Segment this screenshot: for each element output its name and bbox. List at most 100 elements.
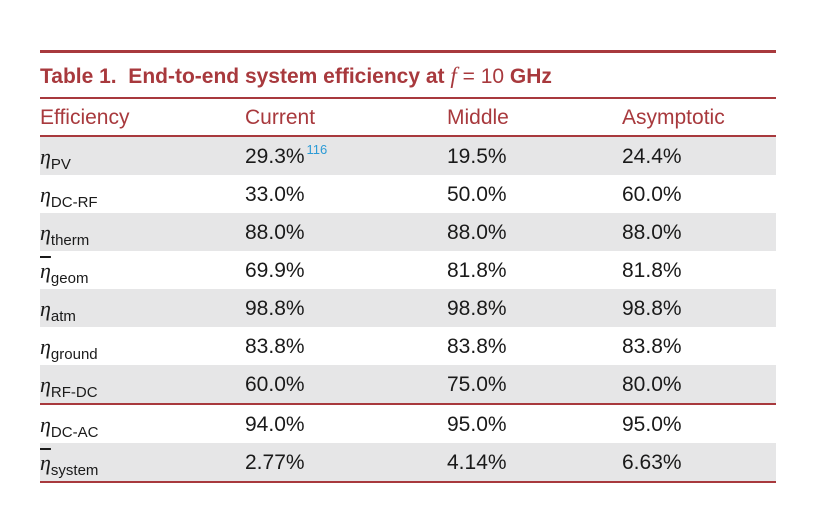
value-cell: 2.77% [245,443,305,483]
value-cell: 88.0% [622,213,682,253]
value-cell: 60.0% [622,175,682,215]
value-cell: 69.9% [245,251,305,291]
subscript: DC-AC [50,424,99,441]
header-rule [40,135,776,137]
value-cell: 98.8% [622,289,682,329]
value: 75.0% [447,373,507,396]
subscript: therm [50,232,90,249]
value-cell: 29.3% 116 [245,137,327,179]
title-equals: = 10 [456,65,510,88]
value-cell: 83.8% [447,327,507,367]
value-cell: 50.0% [447,175,507,215]
value-cell: 33.0% [245,175,305,215]
symbol: η [40,450,51,475]
value: 98.8% [622,297,682,320]
value: 19.5% [447,145,507,168]
value: 88.0% [245,221,305,244]
value-cell: 98.8% [245,289,305,329]
symbol: η [40,144,51,169]
title-unit: GHz [509,65,552,88]
value: 81.8% [622,259,682,282]
table-row: ηDC-AC 94.0% 95.0% 95.0% [40,405,776,443]
table-body: ηPV 29.3% 116 19.5% 24.4% ηDC-RF 33.0% 50.0% 60.… [40,137,776,481]
value: 98.8% [447,297,507,320]
table-title: Table 1. End-to-end system efficiency at… [40,53,776,97]
value-cell: 81.8% [447,251,507,291]
symbol: η [40,258,51,283]
symbol-cell: ηgeom [40,251,88,294]
value-cell: 75.0% [447,365,507,405]
header-rule [40,97,776,99]
value: 88.0% [447,221,507,244]
value: 33.0% [245,183,305,206]
table-row: ηPV 29.3% 116 19.5% 24.4% [40,137,776,175]
table-row: ηgeom 69.9% 81.8% 81.8% [40,251,776,289]
table-row: ηDC-RF 33.0% 50.0% 60.0% [40,175,776,213]
header-cell: Asymptotic [622,106,725,129]
value-cell: 94.0% [245,405,305,445]
value: 2.77% [245,451,305,474]
header-row: Efficiency Current Middle Asymptotic [40,99,776,135]
value-cell: 88.0% [447,213,507,253]
value: 60.0% [622,183,682,206]
value-cell: 95.0% [447,405,507,445]
value-cell: 24.4% [622,137,682,177]
value: 4.14% [447,451,507,474]
value: 24.4% [622,145,682,168]
value: 60.0% [245,373,305,396]
value-cell: 83.8% [245,327,305,367]
value: 95.0% [622,413,682,436]
subscript: PV [50,156,71,173]
value-cell: 60.0% [245,365,305,405]
group-rule [40,403,776,405]
subscript: RF-DC [50,384,98,401]
header-cell: Middle [447,106,509,129]
value: 6.63% [622,451,682,474]
value: 94.0% [245,413,305,436]
value-cell: 95.0% [622,405,682,445]
subscript: ground [50,346,98,363]
value-cell: 19.5% [447,137,507,177]
top-rule [40,50,776,53]
bottom-rule [40,481,776,483]
symbol-cell: ηRF-DC [40,365,98,408]
table-row: ηtherm 88.0% 88.0% 88.0% [40,213,776,251]
subscript: atm [50,308,76,325]
symbol: η [40,220,51,245]
subscript: system [50,462,99,479]
value-cell: 88.0% [245,213,305,253]
title-variable: f [450,63,457,88]
value-cell: 4.14% [447,443,507,483]
symbol-cell: ηPV [40,137,71,180]
header-cell: Current [245,106,316,129]
value: 29.3% [245,145,305,168]
reference: 116 [306,142,328,157]
value: 95.0% [447,413,507,436]
symbol: η [40,412,51,437]
symbol: η [40,372,51,397]
value: 98.8% [245,297,305,320]
value: 83.8% [622,335,682,358]
table-row: ηground 83.8% 83.8% 83.8% [40,327,776,365]
value: 69.9% [245,259,305,282]
table-document: Table 1. End-to-end system efficiency at… [40,50,776,483]
value-cell: 80.0% [622,365,682,405]
symbol-cell: ηground [40,327,98,370]
symbol-cell: ηatm [40,289,76,332]
subscript: geom [50,270,89,287]
symbol: η [40,296,51,321]
value-cell: 81.8% [622,251,682,291]
title-label: Table 1. End-to-end system efficiency at [40,65,451,88]
symbol-cell: ηDC-AC [40,405,98,448]
value: 50.0% [447,183,507,206]
table-row: ηatm 98.8% 98.8% 98.8% [40,289,776,327]
symbol-cell: ηtherm [40,213,89,256]
symbol-cell: ηsystem [40,443,98,486]
symbol: η [40,334,51,359]
table-row: ηsystem 2.77% 4.14% 6.63% [40,443,776,481]
header-cell: Efficiency [40,106,130,129]
value: 83.8% [245,335,305,358]
value: 80.0% [622,373,682,396]
subscript: DC-RF [50,194,98,211]
